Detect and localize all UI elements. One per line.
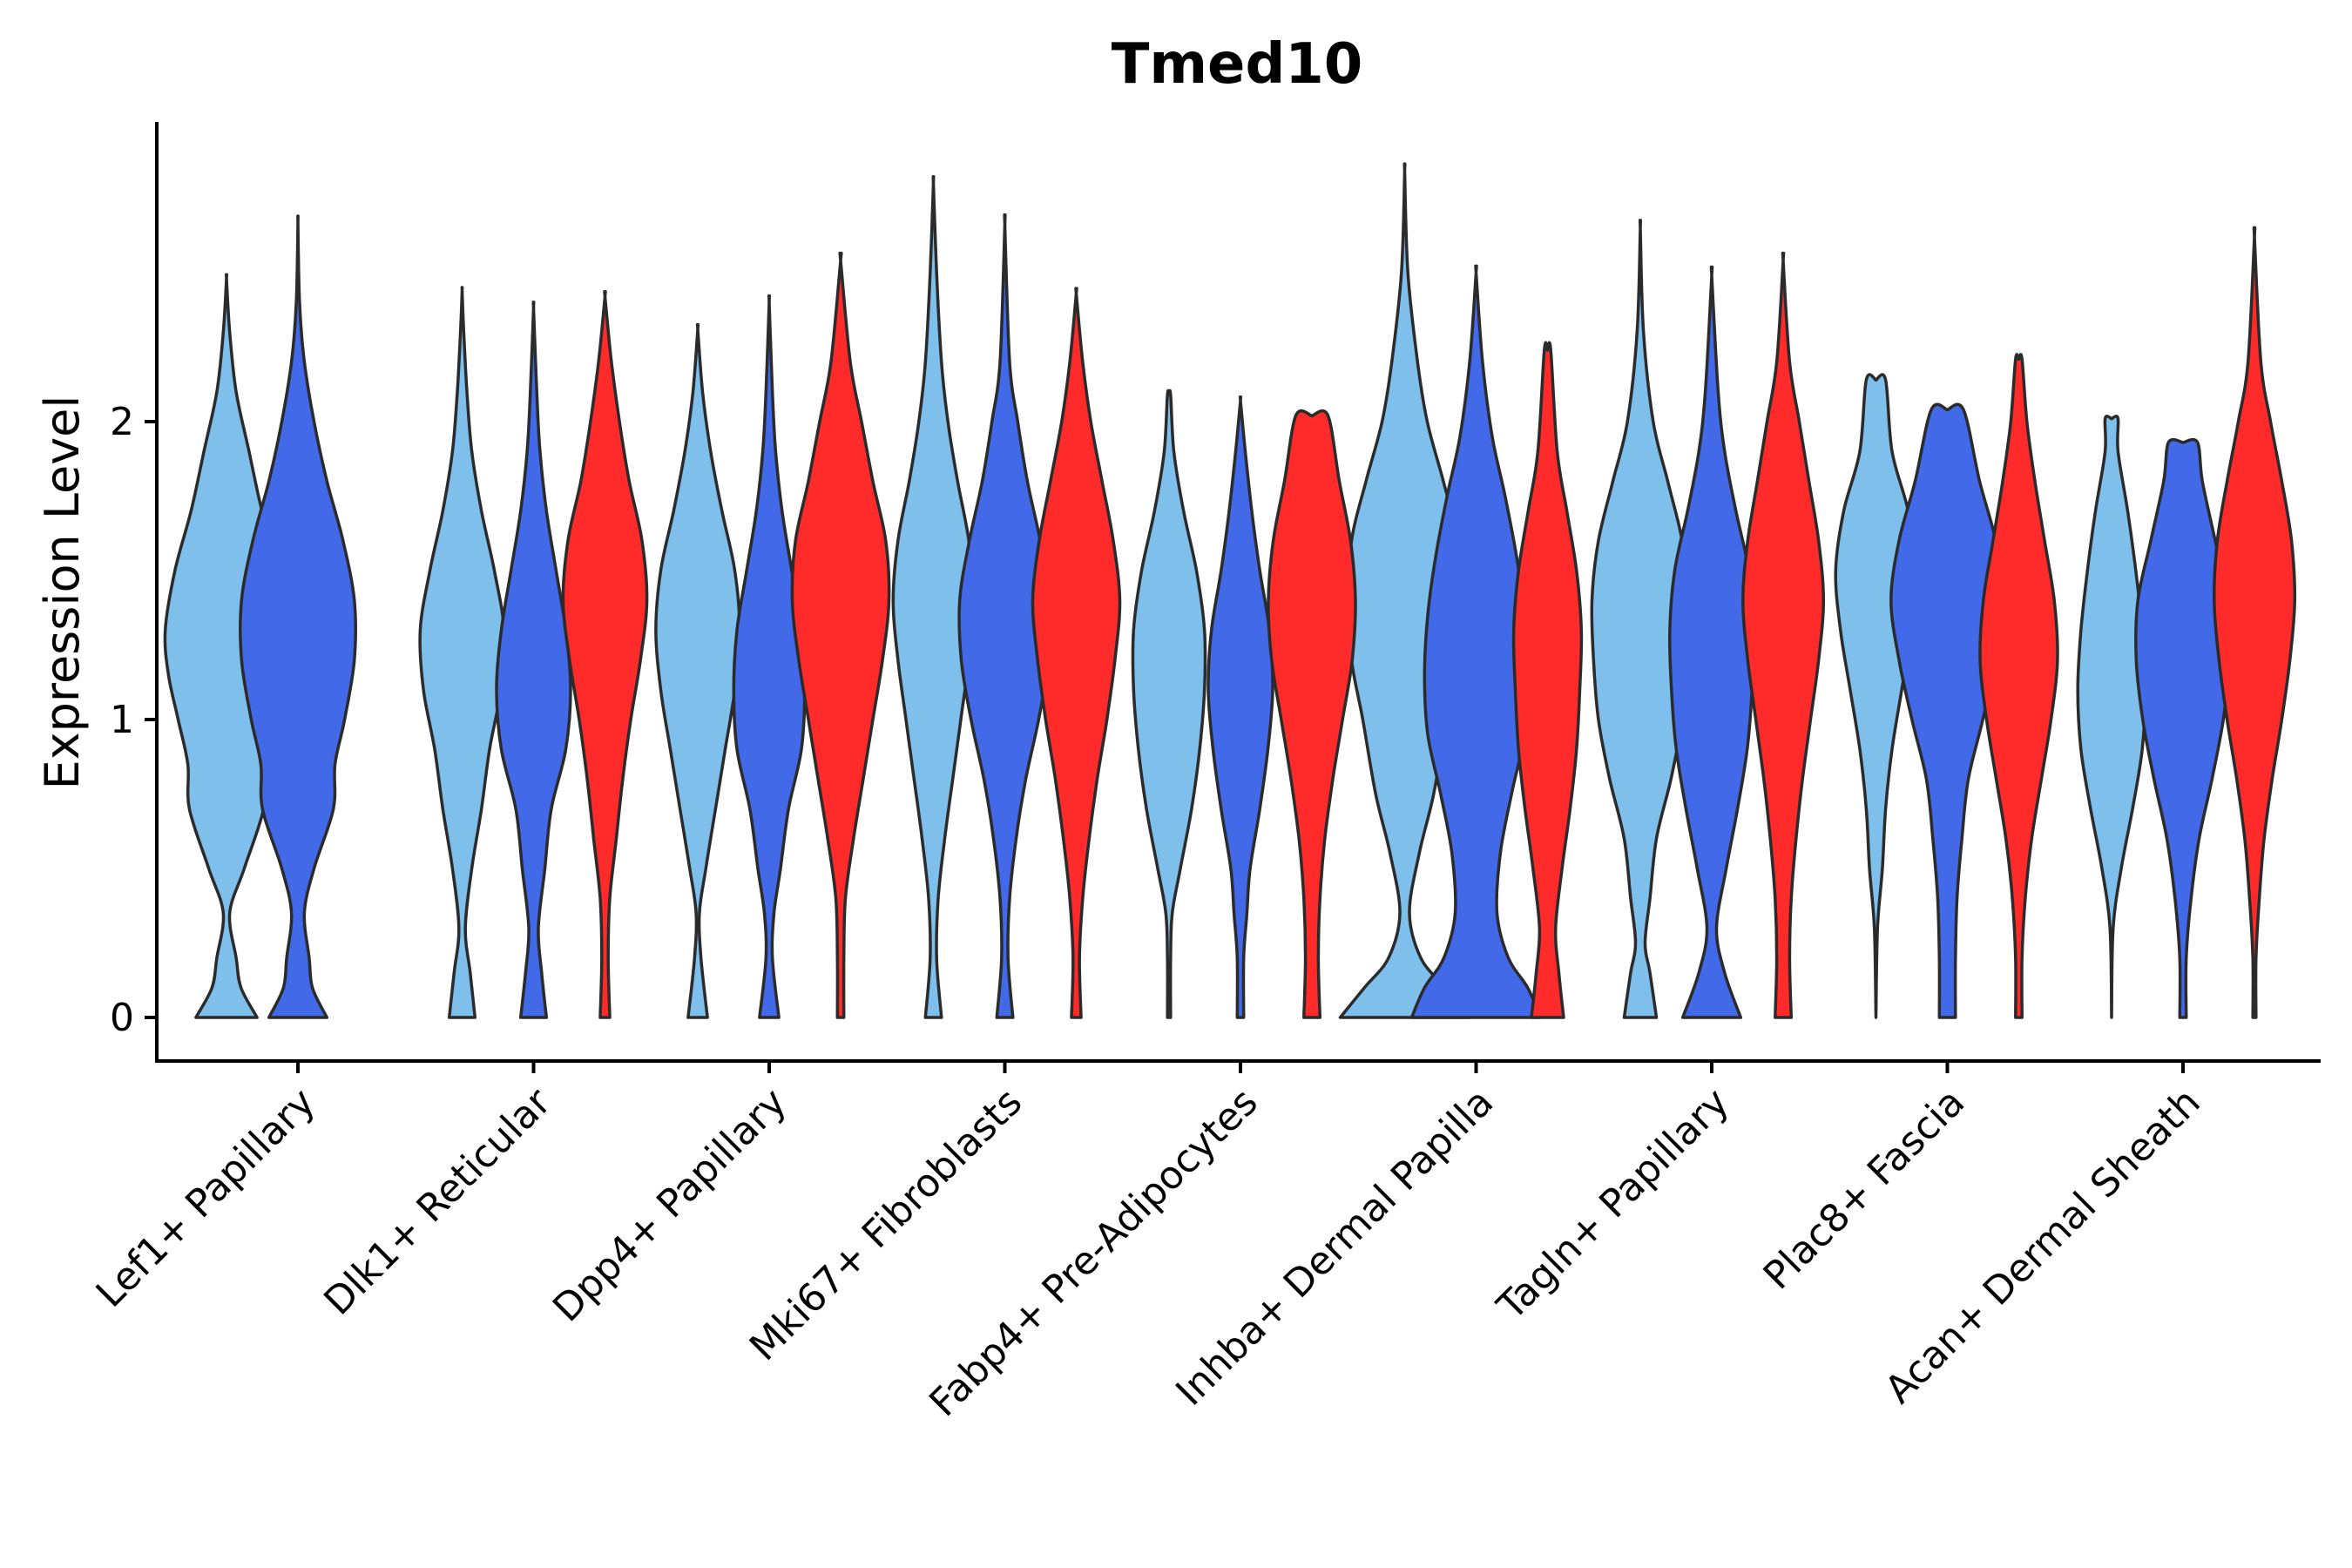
violin-3-3 <box>790 252 891 1019</box>
x-tick-label: Dlk1+ Reticular <box>315 1079 560 1324</box>
violin-3-2 <box>561 290 649 1019</box>
violin-layer <box>163 162 2297 1019</box>
violin-3-9 <box>2212 226 2297 1019</box>
violin-3-4 <box>1031 287 1122 1019</box>
violin-2-9 <box>2134 437 2232 1019</box>
y-tick-label: 2 <box>110 400 134 444</box>
violin-1-2 <box>418 286 506 1019</box>
y-tick-label: 1 <box>110 698 134 742</box>
x-tick-label: Dpp4+ Papillary <box>544 1080 795 1331</box>
violin-1-8 <box>1834 373 1918 1019</box>
violin-3-6 <box>1511 341 1584 1019</box>
x-tick-label: Tagln+ Papillary <box>1489 1080 1738 1329</box>
violin-2-3 <box>732 294 807 1019</box>
violin-2-8 <box>1889 402 2006 1019</box>
violin-3-7 <box>1741 252 1826 1019</box>
violin-2-7 <box>1667 265 1756 1019</box>
x-tick-label: Plac8+ Fascia <box>1755 1080 1974 1299</box>
violin-3-5 <box>1267 409 1357 1019</box>
violin-2-5 <box>1206 395 1274 1019</box>
violin-1-7 <box>1590 219 1691 1019</box>
violin-1-9 <box>2076 415 2147 1019</box>
violin-2-1 <box>239 214 358 1019</box>
violin-2-6 <box>1409 264 1543 1019</box>
violin-2-4 <box>957 213 1052 1019</box>
violin-3-8 <box>1978 353 2059 1019</box>
x-tick-label: Lef1+ Papillary <box>88 1080 324 1316</box>
y-axis-label: Expression Level <box>35 395 90 790</box>
x-tick-label: Mki67+ Fibroblasts <box>741 1080 1031 1369</box>
violin-1-5 <box>1131 389 1207 1019</box>
violin-1-4 <box>891 175 976 1019</box>
chart-title: Tmed10 <box>1112 32 1363 97</box>
y-tick-label: 0 <box>110 996 134 1040</box>
violin-1-3 <box>654 322 741 1019</box>
violin-2-2 <box>495 301 572 1019</box>
y-ticks: 0 1 2 <box>110 400 157 1040</box>
